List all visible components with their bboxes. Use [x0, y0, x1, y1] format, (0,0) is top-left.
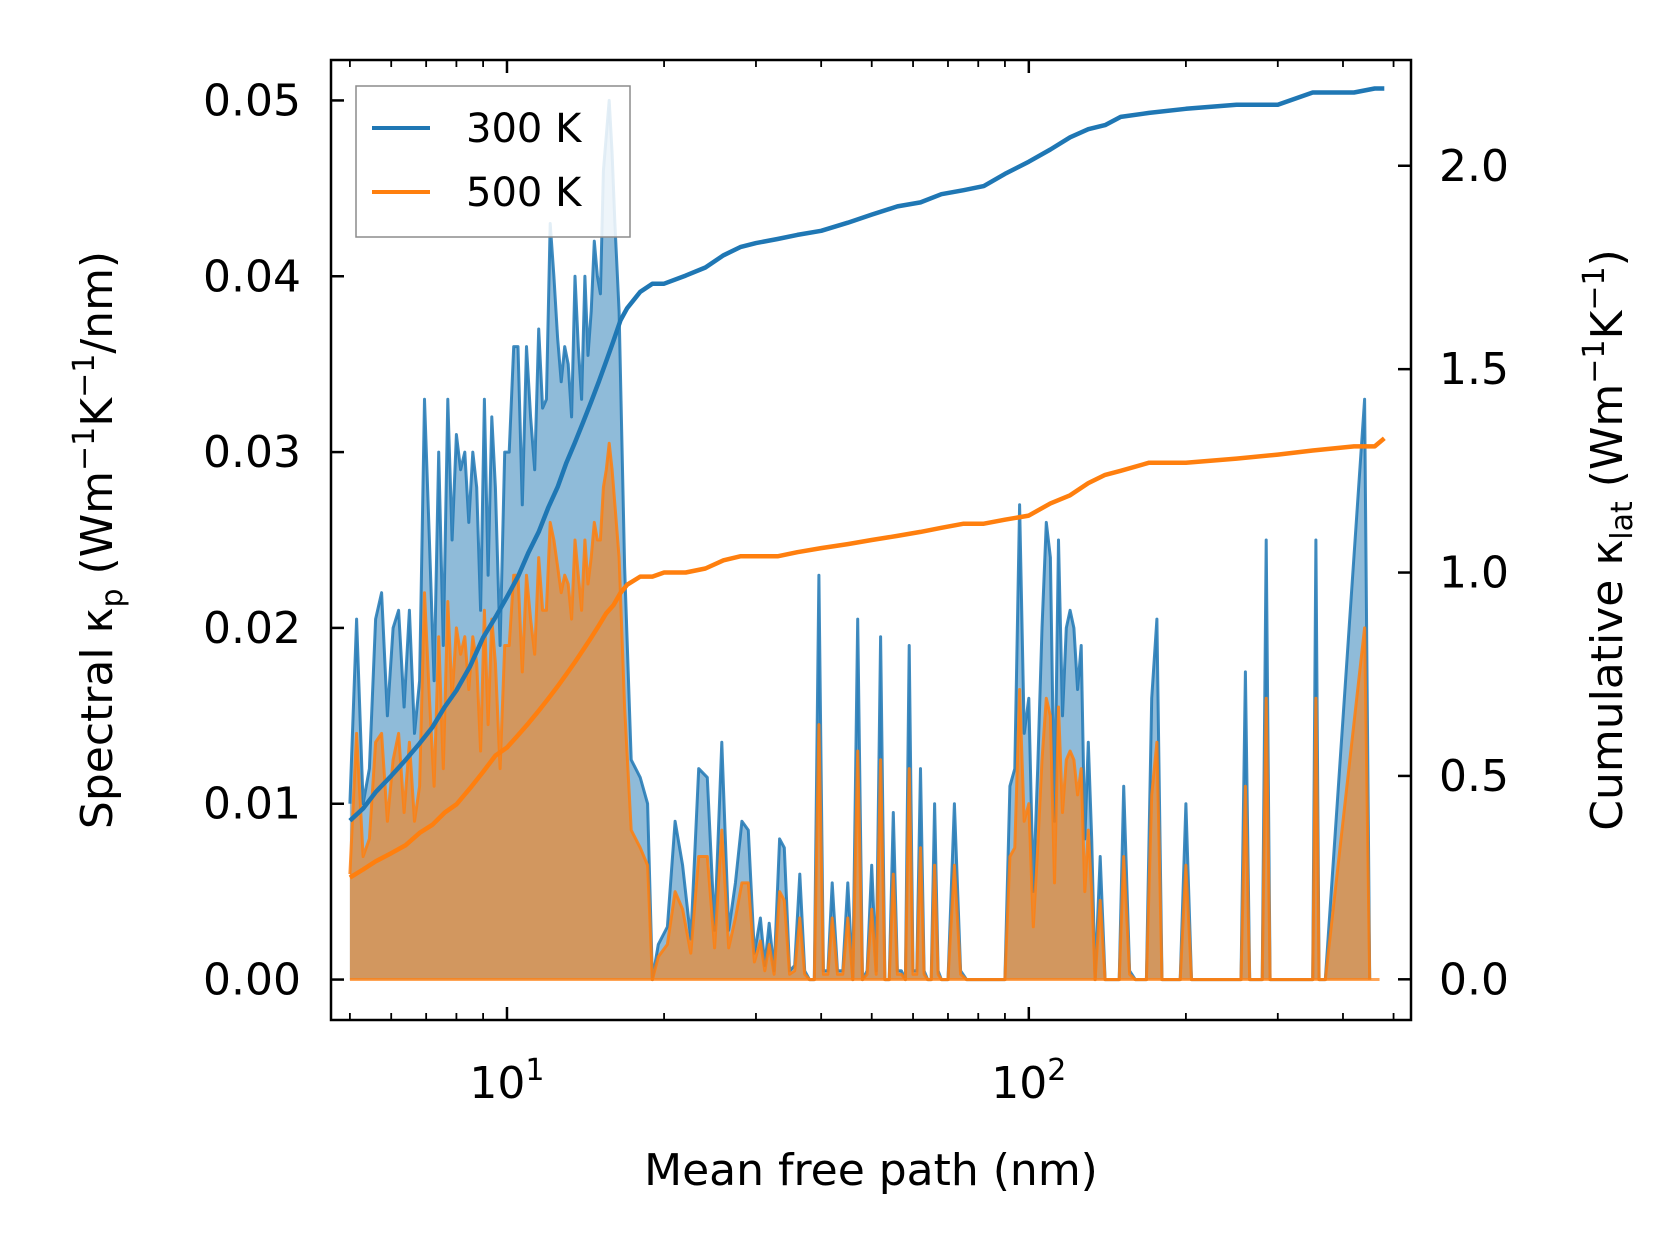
plot-frame [329, 58, 1413, 1022]
legend-label-500k: 500 K [466, 170, 583, 216]
right-tick-label: 0.5 [1439, 751, 1509, 802]
left-tick-label: 0.04 [203, 251, 301, 302]
cumulative-series-group [348, 86, 1386, 880]
right-tick-label: 0.0 [1439, 954, 1509, 1005]
left-tick-label: 0.01 [203, 779, 301, 830]
legend: 300 K 500 K [355, 85, 631, 238]
left-tick-label: 0.02 [203, 603, 301, 654]
left-tick-label: 0.03 [203, 427, 301, 478]
x-tick-label: 102 [991, 1053, 1066, 1109]
left-tick-label: 0.05 [203, 75, 301, 126]
left-axis-label: Spectral κp (Wm−1K−1/nm) [67, 251, 130, 829]
cumulative-line-500k [348, 436, 1386, 880]
right-axis-label: Cumulative κlat (Wm−1K−1) [1577, 249, 1640, 831]
legend-box [355, 85, 631, 238]
x-tick-label: 101 [469, 1053, 544, 1109]
right-tick-label: 1.5 [1439, 344, 1509, 395]
cumulative-line-300k [348, 86, 1385, 823]
spectral-series-group [348, 98, 1380, 982]
right-tick-label: 1.0 [1439, 548, 1509, 599]
legend-label-300k: 300 K [466, 106, 583, 152]
left-tick-label: 0.00 [203, 955, 301, 1006]
right-tick-label: 2.0 [1439, 141, 1509, 192]
spectral-area-500k [349, 443, 1370, 980]
axis-ticks: 0.00 0.01 0.02 0.03 0.04 0.05 0.0 0.5 1.0 1.5 2.0 1… [203, 60, 1509, 1109]
x-axis-label: Mean free path (nm) [644, 1145, 1098, 1196]
plot-area [348, 86, 1386, 982]
